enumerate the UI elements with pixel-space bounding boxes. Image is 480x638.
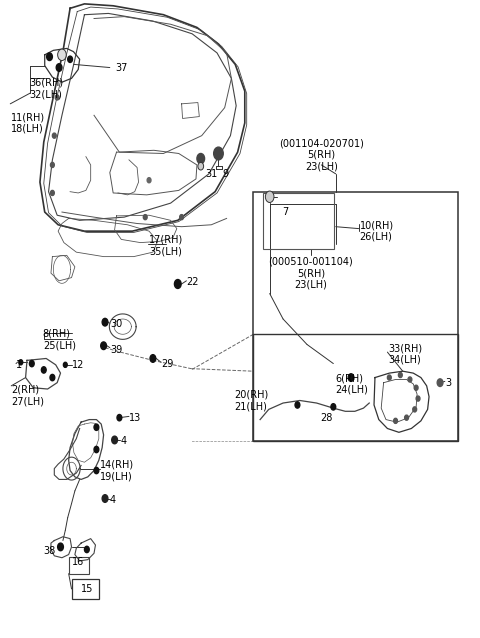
Circle shape xyxy=(387,375,391,380)
Circle shape xyxy=(19,360,23,365)
Circle shape xyxy=(398,373,402,378)
Text: (001104-020701)
5(RH)
23(LH): (001104-020701) 5(RH) 23(LH) xyxy=(279,138,364,172)
Text: 2(RH)
27(LH): 2(RH) 27(LH) xyxy=(11,385,44,406)
Text: 20(RH)
21(LH): 20(RH) 21(LH) xyxy=(234,390,268,412)
Circle shape xyxy=(147,177,151,182)
Text: 1: 1 xyxy=(16,360,22,370)
Text: 14(RH)
19(LH): 14(RH) 19(LH) xyxy=(100,460,134,481)
Circle shape xyxy=(94,467,99,473)
Circle shape xyxy=(50,190,54,195)
Circle shape xyxy=(405,415,408,420)
Text: 29: 29 xyxy=(161,359,173,369)
Circle shape xyxy=(112,436,118,444)
Text: 39: 39 xyxy=(110,345,122,355)
Circle shape xyxy=(94,424,99,431)
Text: 31: 31 xyxy=(205,169,218,179)
Circle shape xyxy=(117,415,122,421)
Circle shape xyxy=(41,367,46,373)
Bar xyxy=(72,579,99,599)
Circle shape xyxy=(47,53,52,61)
Text: 13: 13 xyxy=(129,413,141,422)
Circle shape xyxy=(102,318,108,326)
Circle shape xyxy=(63,362,67,367)
Circle shape xyxy=(394,419,397,424)
Circle shape xyxy=(94,447,99,453)
Circle shape xyxy=(174,279,181,288)
Text: (000510-001104)
5(RH)
23(LH): (000510-001104) 5(RH) 23(LH) xyxy=(268,256,353,290)
Circle shape xyxy=(150,355,156,362)
Circle shape xyxy=(144,214,147,219)
Circle shape xyxy=(52,133,56,138)
Text: 8(RH)
25(LH): 8(RH) 25(LH) xyxy=(43,329,76,350)
Circle shape xyxy=(197,154,204,164)
Circle shape xyxy=(414,385,418,390)
Bar xyxy=(263,193,334,249)
Text: 6(RH)
24(LH): 6(RH) 24(LH) xyxy=(336,373,369,395)
Circle shape xyxy=(295,402,300,408)
Circle shape xyxy=(58,543,63,551)
Circle shape xyxy=(101,342,107,350)
Text: 4: 4 xyxy=(110,496,116,505)
Circle shape xyxy=(68,56,72,63)
Circle shape xyxy=(50,163,54,168)
Circle shape xyxy=(416,396,420,401)
Circle shape xyxy=(56,64,62,71)
Text: 38: 38 xyxy=(44,546,56,556)
Circle shape xyxy=(413,407,417,412)
Text: 12: 12 xyxy=(72,360,84,370)
Text: 4: 4 xyxy=(120,436,126,446)
Circle shape xyxy=(58,49,66,61)
Text: 37: 37 xyxy=(116,63,128,73)
Circle shape xyxy=(348,374,354,382)
Text: 7: 7 xyxy=(282,207,288,217)
Circle shape xyxy=(50,375,55,381)
Text: 9: 9 xyxy=(222,169,228,179)
Text: 28: 28 xyxy=(321,413,333,422)
Circle shape xyxy=(102,494,108,502)
Text: 10(RH)
26(LH): 10(RH) 26(LH) xyxy=(360,220,394,242)
Bar xyxy=(253,191,458,441)
Text: 36(RH)
32(LH): 36(RH) 32(LH) xyxy=(29,78,63,100)
Circle shape xyxy=(198,163,204,170)
Circle shape xyxy=(29,360,34,367)
Circle shape xyxy=(408,377,412,382)
Circle shape xyxy=(180,214,183,219)
Bar xyxy=(69,557,89,574)
Circle shape xyxy=(214,147,223,160)
Circle shape xyxy=(265,191,274,202)
Circle shape xyxy=(84,546,89,553)
Text: 30: 30 xyxy=(111,319,123,329)
Text: 11(RH)
18(LH): 11(RH) 18(LH) xyxy=(11,112,45,134)
Text: 33(RH)
34(LH): 33(RH) 34(LH) xyxy=(388,343,422,365)
Circle shape xyxy=(331,404,336,410)
Text: 22: 22 xyxy=(186,277,199,287)
Circle shape xyxy=(437,379,443,387)
Text: 16: 16 xyxy=(72,557,84,567)
Text: 17(RH)
35(LH): 17(RH) 35(LH) xyxy=(149,235,183,256)
Circle shape xyxy=(55,95,59,100)
Text: 15: 15 xyxy=(81,584,94,594)
Text: 3: 3 xyxy=(446,378,452,388)
Bar xyxy=(253,334,458,441)
